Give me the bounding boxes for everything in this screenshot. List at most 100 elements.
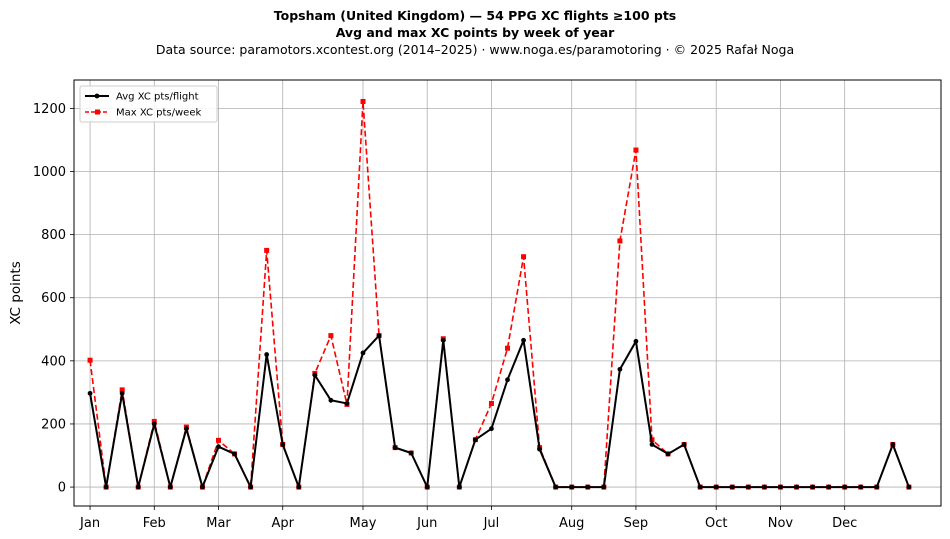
- data-point: [569, 484, 575, 490]
- data-point: [119, 390, 125, 396]
- y-tick-label: 1200: [33, 102, 66, 117]
- series-line: [89, 100, 910, 488]
- data-point: [87, 357, 93, 363]
- data-point: [890, 442, 896, 447]
- x-tick-label: Dec: [832, 516, 857, 531]
- data-point: [183, 426, 189, 432]
- x-tick-label: Jan: [79, 516, 100, 531]
- data-point: [585, 484, 591, 490]
- data-point: [280, 442, 286, 447]
- legend-marker: [94, 93, 100, 99]
- data-point: [248, 484, 254, 490]
- chart-title: Topsham (United Kingdom) — 54 PPG XC fli…: [273, 8, 677, 23]
- data-point: [505, 377, 510, 383]
- data-point: [87, 390, 93, 396]
- data-point: [232, 451, 237, 457]
- data-point: [119, 387, 125, 393]
- x-tick-label: Mar: [206, 516, 231, 531]
- series-1: [87, 333, 912, 490]
- chart-source-line: Data source: paramotors.xcontest.org (20…: [155, 42, 795, 57]
- data-point: [216, 437, 221, 443]
- data-point: [151, 418, 157, 424]
- data-point: [488, 400, 494, 406]
- legend: Avg XC pts/flight Max XC pts/week: [79, 85, 218, 123]
- x-tick-label: Feb: [143, 516, 166, 531]
- data-point: [553, 484, 559, 490]
- x-tick-label: Jul: [483, 516, 500, 531]
- y-tick-label: 1000: [33, 165, 66, 180]
- data-point: [456, 484, 462, 490]
- data-point: [697, 484, 703, 490]
- data-point: [745, 484, 751, 490]
- legend-label: Avg XC pts/flight: [116, 92, 199, 103]
- data-point: [264, 247, 270, 253]
- title-block: Topsham (United Kingdom) — 54 PPG XC fli…: [0, 7, 950, 58]
- data-point: [344, 401, 350, 406]
- data-point: [633, 147, 639, 153]
- data-point: [135, 484, 141, 490]
- data-point: [376, 333, 382, 338]
- data-point: [537, 446, 543, 452]
- data-point: [392, 445, 398, 451]
- data-point: [794, 484, 799, 490]
- x-tick-label: Nov: [768, 516, 794, 531]
- x-tick-label: Oct: [705, 516, 727, 531]
- series-2: [87, 98, 912, 490]
- legend-label: Max XC pts/week: [116, 108, 201, 119]
- data-point: [665, 451, 671, 457]
- data-point: [328, 397, 334, 403]
- data-point: [874, 484, 880, 490]
- data-point: [842, 484, 848, 490]
- data-point: [296, 484, 302, 490]
- data-point: [826, 484, 832, 490]
- data-point: [440, 337, 446, 343]
- data-point: [216, 444, 221, 450]
- data-point: [151, 421, 157, 427]
- axis-ticks: Jan Feb Mar Apr May Jun Jul Aug Sep Oct Nov Dec 0 200…: [33, 102, 857, 531]
- data-point: [617, 238, 623, 244]
- y-tick-label: 200: [41, 417, 66, 432]
- y-tick-label: 800: [41, 228, 66, 243]
- data-point: [489, 426, 494, 432]
- legend-entry: Avg XC pts/flight: [85, 92, 199, 103]
- data-point: [103, 484, 109, 490]
- y-axis-label: XC points: [8, 261, 24, 324]
- data-point: [521, 337, 526, 343]
- data-point: [472, 437, 478, 443]
- data-point: [167, 484, 173, 490]
- grid-lines: [74, 80, 941, 506]
- data-point: [681, 442, 687, 447]
- data-point: [761, 484, 767, 490]
- x-tick-label: Aug: [559, 516, 584, 531]
- data-point: [617, 366, 623, 372]
- data-point: [505, 345, 510, 351]
- x-tick-label: Apr: [271, 516, 294, 531]
- data-point: [312, 372, 318, 378]
- x-tick-label: May: [350, 516, 377, 531]
- series-line: [89, 334, 910, 489]
- data-point: [424, 484, 430, 490]
- chart-subtitle: Avg and max XC points by week of year: [335, 25, 615, 40]
- x-tick-label: Jun: [416, 516, 437, 531]
- data-point: [408, 450, 414, 456]
- data-point: [858, 484, 864, 490]
- data-point: [778, 484, 783, 490]
- data-point: [649, 442, 655, 447]
- data-point: [200, 484, 205, 490]
- y-tick-label: 600: [41, 291, 66, 306]
- data-point: [906, 484, 912, 490]
- y-tick-label: 0: [58, 481, 66, 496]
- data-point: [810, 484, 815, 490]
- data-point: [521, 254, 527, 260]
- y-tick-label: 400: [41, 354, 66, 369]
- data-point: [264, 352, 270, 357]
- data-point: [713, 484, 719, 490]
- plot-frame: [73, 79, 942, 507]
- series-layer: [87, 98, 912, 490]
- data-point: [360, 350, 366, 356]
- legend-box: [79, 85, 218, 123]
- legend-marker: [95, 109, 100, 115]
- data-point: [633, 338, 639, 344]
- data-point: [328, 333, 334, 339]
